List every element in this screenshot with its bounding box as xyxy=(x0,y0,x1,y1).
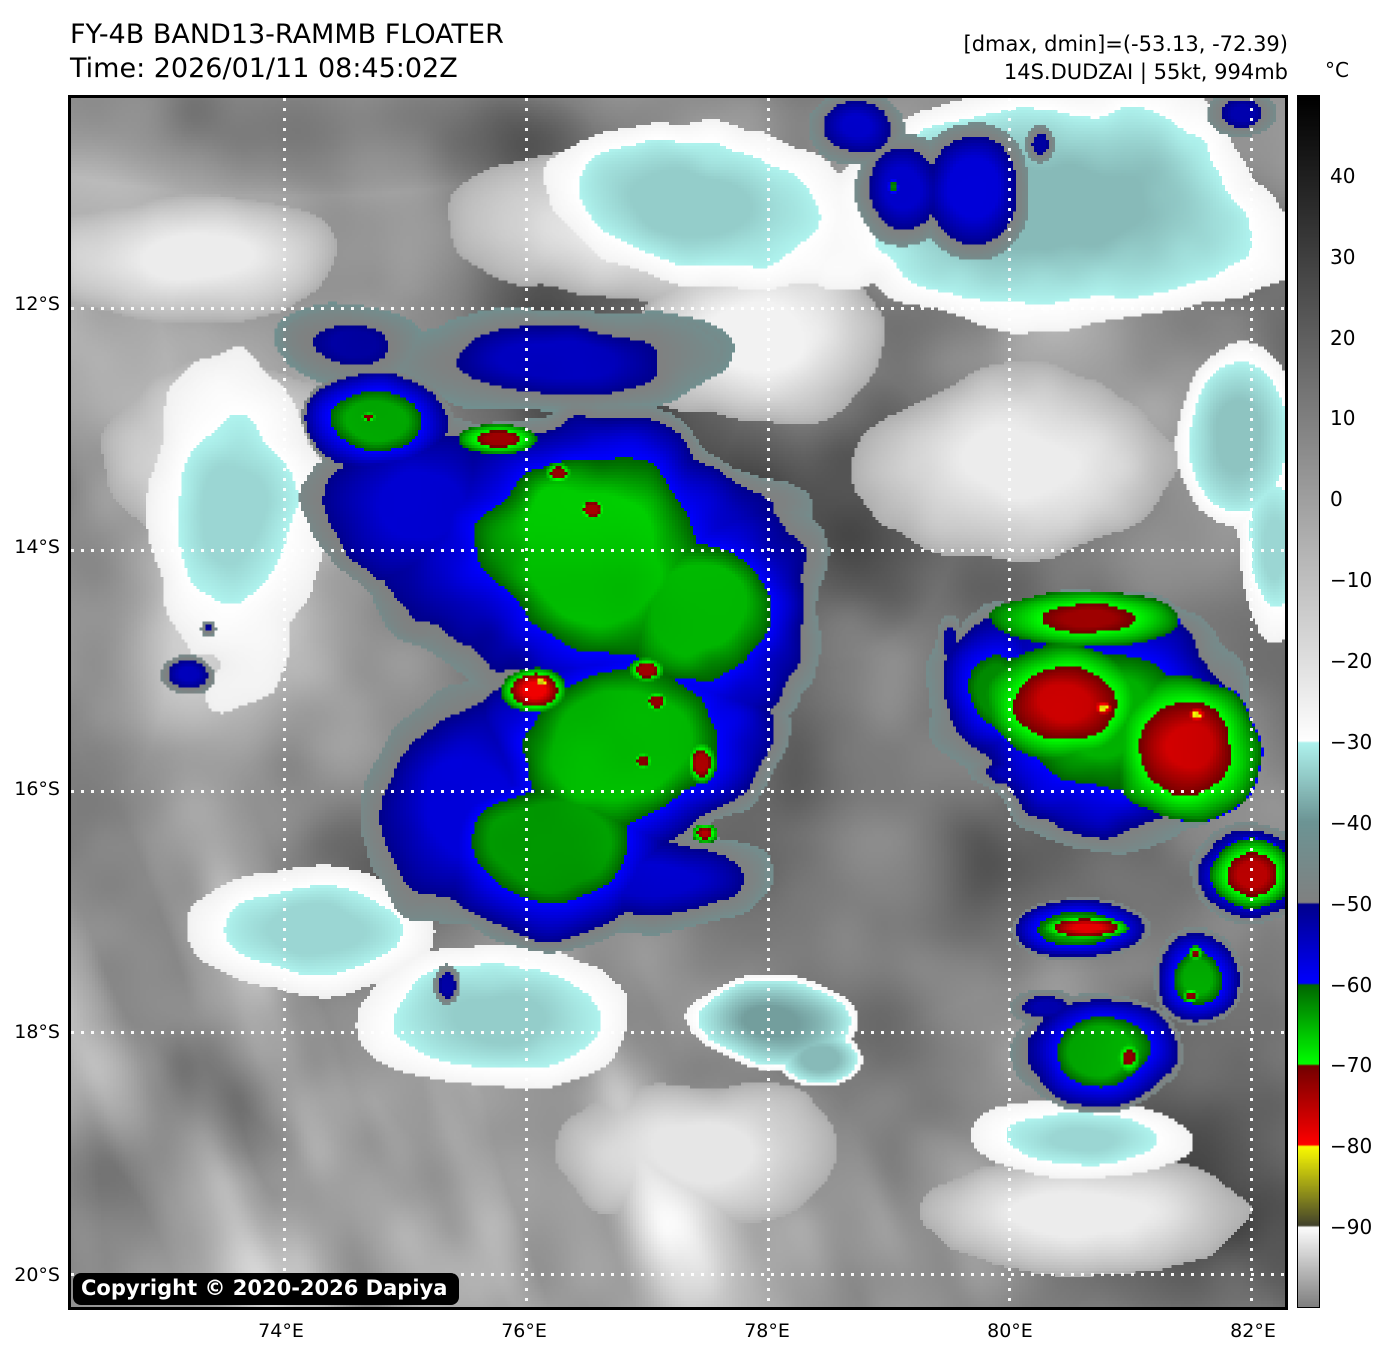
colorbar-tick-label: −40 xyxy=(1330,810,1373,835)
colorbar-tick-label: 40 xyxy=(1330,163,1356,188)
colorbar-tick-label: 20 xyxy=(1330,325,1356,350)
longitude-label: 76°E xyxy=(501,1320,547,1342)
latitude-gridline xyxy=(71,548,1285,552)
copyright-badge: Copyright © 2020-2026 Dapiya xyxy=(73,1273,460,1305)
latitude-gridline xyxy=(71,306,1285,310)
title-block: FY-4B BAND13-RAMMB FLOATER Time: 2026/01… xyxy=(70,18,504,86)
longitude-label: 74°E xyxy=(258,1320,304,1342)
colorbar-tick-label: −70 xyxy=(1330,1053,1373,1078)
colorbar-tick-label: −30 xyxy=(1330,729,1373,754)
colorbar-tick-label: −20 xyxy=(1330,649,1373,674)
latitude-label: 12°S xyxy=(14,292,60,315)
colorbar-tick-label: −50 xyxy=(1330,891,1373,916)
timestamp: Time: 2026/01/11 08:45:02Z xyxy=(70,53,458,84)
longitude-label: 82°E xyxy=(1230,1320,1276,1342)
latitude-gridline xyxy=(71,1273,1285,1277)
latitude-label: 18°S xyxy=(14,1020,60,1043)
colorbar-tick-label: −90 xyxy=(1330,1215,1373,1240)
temperature-colorbar xyxy=(1297,95,1320,1308)
satellite-map: Copyright © 2020-2026 Dapiya xyxy=(68,95,1288,1310)
longitude-gridline xyxy=(766,98,770,1307)
latitude-label: 20°S xyxy=(14,1263,60,1286)
colorbar-tick-label: −80 xyxy=(1330,1134,1373,1159)
colorbar-tick-label: 0 xyxy=(1330,487,1343,512)
colorbar-unit-label: °C xyxy=(1325,58,1349,82)
longitude-gridline xyxy=(1008,98,1012,1307)
latitude-gridline xyxy=(71,789,1285,793)
dmax-dmin-readout: [dmax, dmin]=(-53.13, -72.39) xyxy=(963,32,1288,56)
longitude-label: 80°E xyxy=(987,1320,1033,1342)
colorbar-tick-label: 30 xyxy=(1330,244,1356,269)
satellite-imagery-canvas xyxy=(71,98,1285,1307)
storm-identity-readout: 14S.DUDZAI | 55kt, 994mb xyxy=(1003,60,1288,84)
colorbar-tick-label: −60 xyxy=(1330,972,1373,997)
colorbar-tick-label: −10 xyxy=(1330,568,1373,593)
longitude-gridline xyxy=(524,98,528,1307)
colorbar-gradient-canvas xyxy=(1298,96,1319,1307)
latitude-gridline xyxy=(71,1031,1285,1035)
latitude-label: 14°S xyxy=(14,535,60,558)
longitude-gridline xyxy=(1250,98,1254,1307)
info-block: [dmax, dmin]=(-53.13, -72.39) 14S.DUDZAI… xyxy=(964,30,1288,86)
longitude-gridline xyxy=(282,98,286,1307)
longitude-label: 78°E xyxy=(744,1320,790,1342)
page-title: FY-4B BAND13-RAMMB FLOATER xyxy=(70,19,504,50)
latitude-label: 16°S xyxy=(14,777,60,800)
colorbar-tick-label: 10 xyxy=(1330,406,1356,431)
